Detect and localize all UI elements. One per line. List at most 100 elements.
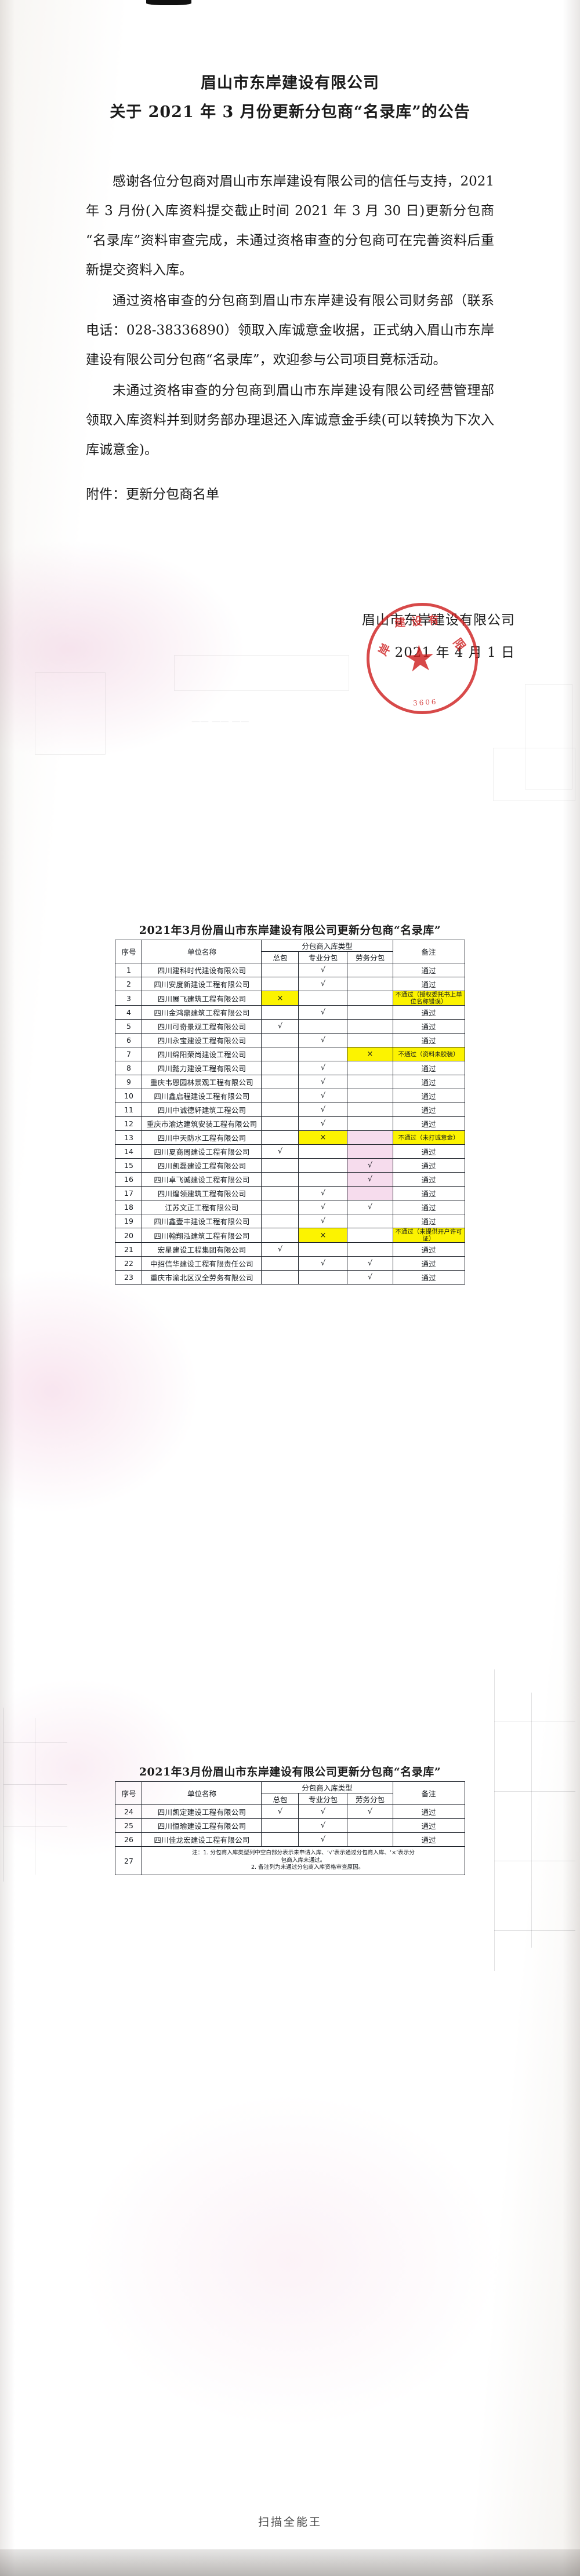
th-general: 总包	[261, 951, 299, 963]
table-row: 16 四川卓飞诚建设工程有限公司 √ 通过	[115, 1172, 465, 1187]
letter-paragraph-2: 通过资格审查的分包商到眉山市东岸建设有限公司财务部（联系电话：028-38336…	[86, 293, 494, 368]
cell-company-name: 四川凯磊建设工程有限公司	[142, 1158, 262, 1173]
table-row: 21 宏星建设工程集团有限公司 √ 通过	[115, 1242, 465, 1257]
table-1-body: 1 四川建科时代建设有限公司 √ 通过 2 四川安度新建设工程有限公司 √ 通过 3 四川展飞建筑…	[115, 963, 465, 1285]
cell-company-name: 江苏文正工程有限公司	[142, 1200, 262, 1214]
table-row: 22 中招信华建设工程有限责任公司 √ √ 通过	[115, 1256, 465, 1271]
cell-labor: √	[347, 1200, 393, 1214]
cell-general	[261, 1186, 299, 1200]
cell-company-name: 四川建科时代建设有限公司	[142, 963, 262, 977]
attachment-line: 附件：更新分包商名单	[86, 487, 219, 502]
cell-labor: √	[347, 1270, 393, 1285]
cell-remark: 通过	[392, 1832, 465, 1847]
cell-general	[261, 1116, 299, 1131]
cell-remark: 通过	[392, 1818, 465, 1833]
table-row: 24 四川凯定建设工程有限公司 √ √ √ 通过	[115, 1804, 465, 1819]
th-name: 单位名称	[142, 940, 262, 963]
scan-top-artifact	[146, 0, 191, 5]
cell-company-name: 中招信华建设工程有限责任公司	[142, 1256, 262, 1271]
cell-company-name: 四川煌领建筑工程有限公司	[142, 1186, 262, 1200]
cell-general	[261, 1103, 299, 1117]
cell-labor	[347, 1019, 393, 1034]
cell-no: 8	[115, 1061, 143, 1075]
table-row: 15 四川凯磊建设工程有限公司 √ 通过	[115, 1158, 465, 1173]
cell-remark: 通过	[392, 1804, 465, 1819]
subcontractor-table-1-block: 2021年3月份眉山市东岸建设有限公司更新分包商“名录库” 序号 单位名称 分包…	[0, 922, 580, 1285]
cell-company-name: 四川佳龙宏建设工程有限公司	[142, 1832, 262, 1847]
table-row: 6 四川永宝建设工程有限公司 √ 通过	[115, 1033, 465, 1047]
cell-professional: √	[298, 977, 348, 991]
cell-general: √	[261, 1019, 299, 1034]
cell-remark: 通过	[392, 963, 465, 977]
cell-labor	[347, 991, 393, 1006]
table-row: 17 四川煌领建筑工程有限公司 √ 通过	[115, 1186, 465, 1200]
table-2-header-row-2: 总包 专业分包 劳务分包	[115, 1793, 465, 1805]
cell-professional: √	[298, 1005, 348, 1020]
cell-company-name: 重庆市渝达建筑安装工程有限公司	[142, 1116, 262, 1131]
cell-remark: 通过	[392, 1256, 465, 1271]
signature-date: 2021 年 4 月 1 日	[394, 645, 515, 660]
cell-company-name: 四川翰翔泓建筑工程有限公司	[142, 1228, 262, 1243]
cell-professional: √	[298, 1089, 348, 1103]
cell-company-name: 宏星建设工程集团有限公司	[142, 1242, 262, 1257]
scanner-watermark: 扫描全能王	[258, 2516, 322, 2528]
th-group: 分包商入库类型	[261, 940, 393, 952]
cell-professional: √	[298, 1804, 348, 1819]
cell-no: 9	[115, 1075, 143, 1089]
cell-general	[261, 1832, 299, 1847]
cell-professional: √	[298, 1186, 348, 1200]
cell-professional: √	[298, 1832, 348, 1847]
cell-no: 20	[115, 1228, 143, 1243]
table-row: 8 四川懿力建设工程有限公司 √ 通过	[115, 1061, 465, 1075]
cell-company-name: 四川安度新建设工程有限公司	[142, 977, 262, 991]
subcontractor-table-2: 序号 单位名称 分包商入库类型 备注 总包 专业分包 劳务分包 24 四川凯定建设…	[115, 1781, 465, 1875]
cell-remark: 通过	[392, 1270, 465, 1285]
cell-general	[261, 1061, 299, 1075]
table-note-row: 27 注：1. 分包商入库类型列中空白部分表示未申请入库、‘√’表示通过分包商入库…	[115, 1846, 465, 1875]
cell-remark: 不通过（未提供开户许可证）	[392, 1228, 465, 1243]
cell-company-name: 重庆市渝北区汉全劳务有限公司	[142, 1270, 262, 1285]
subcontractor-table-1: 序号 单位名称 分包商入库类型 备注 总包 专业分包 劳务分包 1 四川建科时代建…	[115, 940, 465, 1285]
th-labor: 劳务分包	[347, 951, 393, 963]
cell-labor	[347, 1103, 393, 1117]
table-row: 13 四川中天防水工程有限公司 × 不通过（未打诚意金）	[115, 1130, 465, 1145]
th2-general: 总包	[261, 1793, 299, 1805]
page-edge-shadow-left	[0, 0, 15, 2576]
cell-professional: √	[298, 1033, 348, 1047]
cell-general	[261, 1130, 299, 1145]
cell-labor	[347, 1116, 393, 1131]
cell-labor	[347, 1033, 393, 1047]
th2-professional: 专业分包	[298, 1793, 348, 1805]
cell-no: 4	[115, 1005, 143, 1020]
cell-no: 18	[115, 1200, 143, 1214]
cell-no: 19	[115, 1214, 143, 1228]
cell-company-name: 四川永宝建设工程有限公司	[142, 1033, 262, 1047]
table-2-head: 序号 单位名称 分包商入库类型 备注 总包 专业分包 劳务分包	[115, 1781, 465, 1805]
cell-labor: √	[347, 1172, 393, 1187]
cell-no: 22	[115, 1256, 143, 1271]
table-row: 25 四川恒瑜建设工程有限公司 √ 通过	[115, 1818, 465, 1833]
cell-remark: 通过	[392, 1200, 465, 1214]
letter-body: 感谢各位分包商对眉山市东岸建设有限公司的信任与支持，2021 年 3 月份(入库…	[86, 167, 494, 511]
signature-block: 眉山市东岸建设有限公司 2021 年 4 月 1 日	[318, 604, 515, 669]
table-row: 11 四川中诚德轩建筑工程公司 √ 通过	[115, 1103, 465, 1117]
cell-professional: √	[298, 1116, 348, 1131]
cell-professional	[298, 1047, 348, 1061]
stamp-left-char: 岸	[375, 641, 394, 658]
table-row: 7 四川绵阳荣尚建设工程公司 × 不通过（资料未胶装）	[115, 1047, 465, 1061]
cell-general	[261, 1256, 299, 1271]
table-1-title: 2021年3月份眉山市东岸建设有限公司更新分包商“名录库”	[139, 924, 441, 937]
cell-no: 5	[115, 1019, 143, 1034]
cell-general	[261, 1214, 299, 1228]
cell-professional	[298, 1158, 348, 1173]
cell-professional	[298, 1172, 348, 1187]
cell-remark: 通过	[392, 1158, 465, 1173]
cell-professional	[298, 1242, 348, 1257]
cell-no: 6	[115, 1033, 143, 1047]
cell-remark: 通过	[392, 1214, 465, 1228]
cell-remark: 通过	[392, 1005, 465, 1020]
th2-remark: 备注	[392, 1781, 465, 1805]
cell-professional	[298, 1019, 348, 1034]
letter-paragraph-1: 感谢各位分包商对眉山市东岸建设有限公司的信任与支持，2021 年 3 月份(入库…	[86, 174, 494, 278]
